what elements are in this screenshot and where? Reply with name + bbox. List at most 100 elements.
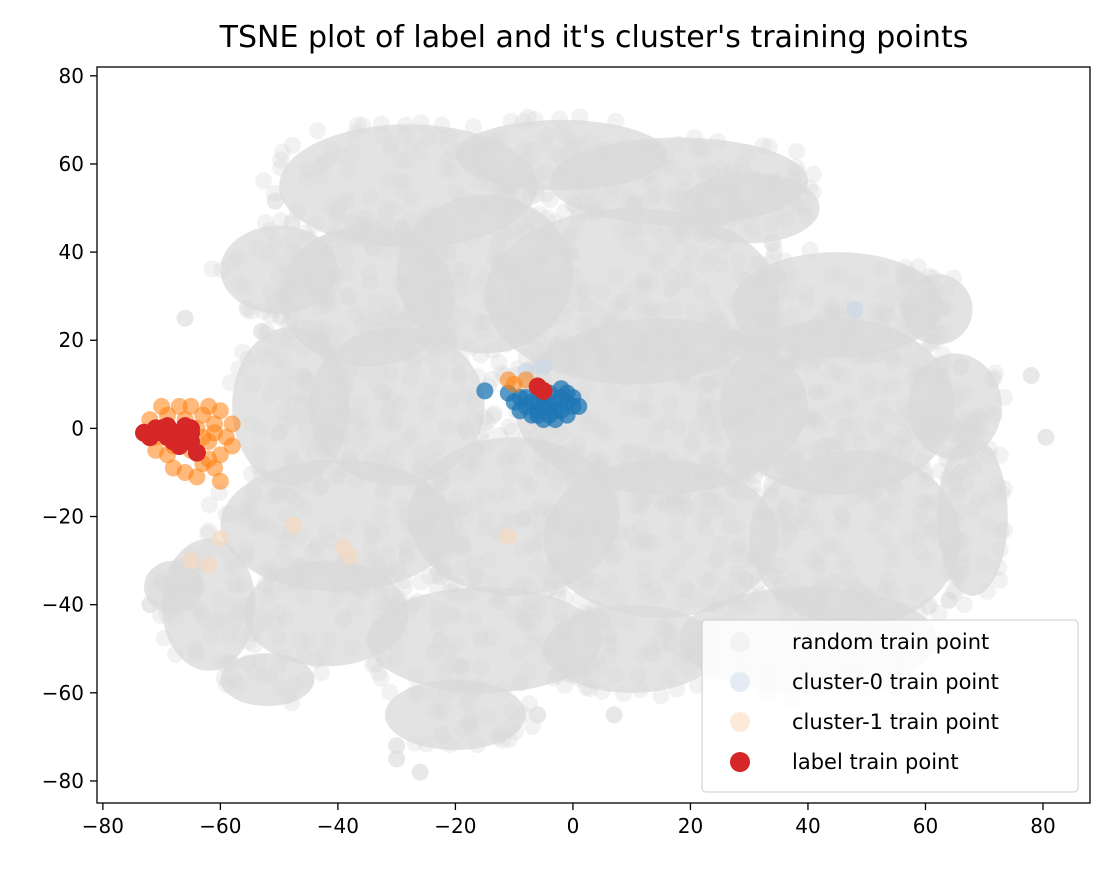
random-train-point [830, 337, 848, 355]
random-train-point [485, 405, 503, 423]
random-train-point [545, 344, 563, 362]
random-train-point [875, 502, 893, 520]
random-train-point [589, 304, 607, 322]
random-train-point [334, 609, 352, 627]
random-train-point [406, 685, 424, 703]
random-train-point [460, 714, 478, 732]
legend-box [701, 619, 1079, 793]
random-train-point [206, 615, 224, 633]
random-train-point [282, 274, 300, 292]
random-train-point [239, 654, 257, 672]
random-train-point [455, 146, 473, 164]
random-train-point [294, 366, 312, 384]
random-train-point [563, 666, 581, 684]
random-train-point [457, 451, 475, 469]
random-train-point [359, 322, 377, 340]
random-train-point [398, 548, 416, 566]
random-train-point [379, 545, 397, 563]
random-train-point [636, 347, 654, 365]
random-train-point [612, 294, 630, 312]
random-train-point [348, 305, 366, 323]
random-train-point [418, 517, 436, 535]
random-train-point [414, 523, 432, 541]
random-train-point [786, 449, 804, 467]
random-train-point [244, 482, 262, 500]
random-train-point [945, 269, 963, 287]
cluster-1-train-point [206, 424, 224, 442]
random-train-point [746, 467, 764, 485]
random-train-point [242, 415, 260, 433]
random-train-point [394, 312, 412, 330]
random-train-point [306, 541, 324, 559]
random-train-point [271, 309, 289, 327]
random-train-point [524, 635, 542, 653]
random-train-point [406, 734, 424, 752]
random-train-point [531, 328, 549, 346]
random-train-point [842, 576, 860, 594]
random-train-point [669, 228, 687, 246]
random-train-point [366, 550, 384, 568]
random-train-point [875, 447, 893, 465]
random-train-point [439, 244, 457, 262]
random-train-point [927, 281, 945, 299]
random-train-point [339, 161, 357, 179]
random-train-point [996, 521, 1014, 539]
random-train-point [748, 544, 766, 562]
random-train-point [455, 418, 473, 436]
random-train-point [327, 426, 345, 444]
random-train-point [801, 594, 819, 612]
random-train-point [349, 116, 367, 134]
random-train-point [306, 335, 324, 353]
random-train-point [537, 163, 555, 181]
random-train-point [603, 146, 621, 164]
random-train-point [577, 281, 595, 299]
random-train-point [290, 557, 308, 575]
random-train-point [489, 728, 507, 746]
random-point-region [901, 274, 973, 345]
random-train-point [388, 459, 406, 477]
random-train-point [354, 117, 372, 135]
random-train-point [752, 459, 770, 477]
random-train-point [524, 539, 542, 557]
random-train-point [922, 335, 940, 353]
random-train-point [454, 261, 472, 279]
random-train-point [823, 304, 841, 322]
random-train-point [371, 612, 389, 630]
random-train-point [529, 706, 547, 724]
random-train-point [911, 521, 929, 539]
random-train-point [217, 506, 235, 524]
random-train-point [927, 390, 945, 408]
random-train-point [541, 508, 559, 526]
random-train-point [713, 338, 731, 356]
random-train-point [618, 399, 636, 417]
random-train-point [342, 639, 360, 657]
random-train-point [502, 112, 520, 130]
random-train-point [911, 319, 929, 337]
random-train-point [200, 496, 218, 514]
random-train-point [500, 731, 518, 749]
random-train-point [951, 533, 969, 551]
random-train-point [754, 414, 772, 432]
random-train-point [777, 495, 795, 513]
random-train-point [544, 284, 562, 302]
random-train-point [440, 344, 458, 362]
random-train-point [448, 491, 466, 509]
random-train-point [707, 307, 725, 325]
random-train-point [445, 319, 463, 337]
random-train-point [432, 128, 450, 146]
random-train-point [954, 431, 972, 449]
random-train-point [823, 365, 841, 383]
random-train-point [804, 183, 822, 201]
random-train-point [636, 530, 654, 548]
random-train-point [487, 592, 505, 610]
random-train-point [887, 436, 905, 454]
random-train-point [832, 503, 850, 521]
random-train-point [801, 505, 819, 523]
random-train-point [881, 551, 899, 569]
cluster-0-train-point [570, 397, 588, 415]
random-train-point [455, 306, 473, 324]
random-train-point [610, 590, 628, 608]
random-train-point [657, 147, 675, 165]
random-train-point [637, 169, 655, 187]
random-train-point [729, 251, 747, 269]
